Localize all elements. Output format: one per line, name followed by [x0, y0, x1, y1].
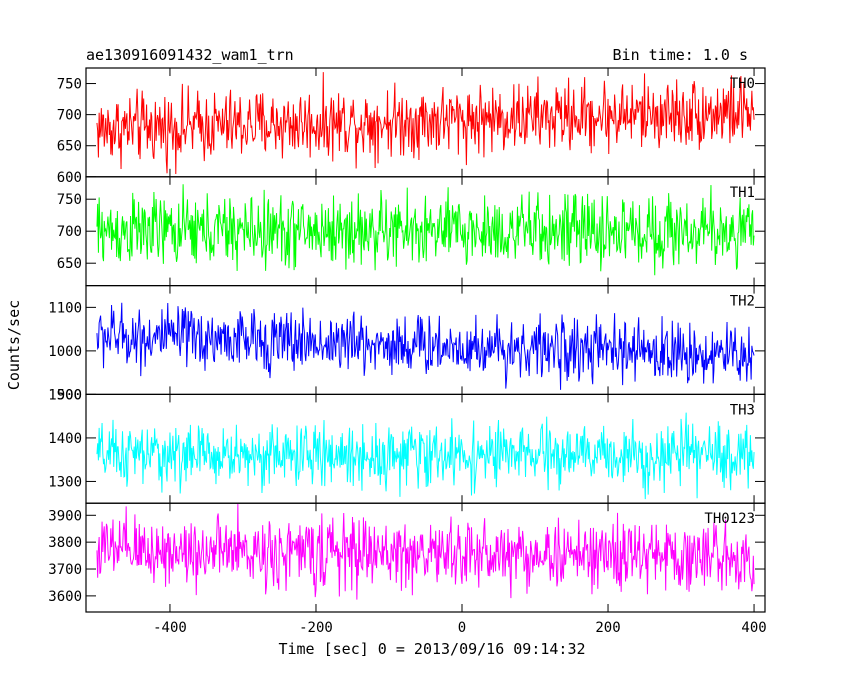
x-tick-label: 0: [458, 620, 466, 636]
y-tick-label: 1100: [48, 300, 82, 316]
y-tick-label: 750: [57, 192, 82, 208]
panel-th0: 600 650 700 750 TH0: [57, 67, 766, 186]
x-tick-label: 400: [741, 620, 766, 636]
x-tick-label: 200: [595, 620, 620, 636]
y-tick-label: 1500: [48, 387, 82, 403]
x-axis: -400 -200 0 200 400: [153, 620, 767, 636]
series-line-th0: [96, 72, 755, 174]
y-tick-label: 650: [57, 139, 82, 155]
y-tick-label: 750: [57, 77, 82, 93]
y-tick-label: 3800: [48, 535, 82, 551]
panel-frame: [85, 502, 766, 613]
panel-th3: 1300 1400 1500 TH3: [48, 387, 766, 504]
series-label-th0: TH0: [730, 76, 755, 92]
panel-th1: 650 700 750 TH1: [57, 176, 766, 287]
y-tick-label: 600: [57, 170, 82, 186]
series-label-th1: TH1: [730, 185, 755, 201]
bin-time-label: Bin time: 1.0 s: [613, 46, 748, 64]
panels-group: 600 650 700 750 TH0 650 700 750 TH1 900 1000 1100 TH…: [48, 67, 766, 613]
plot-title: ae130916091432_wam1_trn: [86, 46, 294, 64]
y-axis-label: Counts/sec: [5, 300, 23, 390]
x-axis-label: Time [sec] 0 = 2013/09/16 09:14:32: [278, 640, 585, 658]
y-tick-label: 3900: [48, 508, 82, 524]
y-tick-label: 1300: [48, 474, 82, 490]
y-tick-label: 3700: [48, 562, 82, 578]
panel-th2: 900 1000 1100 TH2: [48, 285, 766, 403]
series-line-th0123: [96, 503, 755, 600]
x-tick-label: -400: [153, 620, 187, 636]
series-label-th0123: TH0123: [704, 511, 755, 527]
series-label-th3: TH3: [730, 402, 755, 418]
y-tick-label: 650: [57, 256, 82, 272]
panel-th0123: 3600 3700 3800 3900 TH0123: [48, 502, 766, 613]
y-tick-label: 3600: [48, 589, 82, 605]
series-line-th1: [96, 184, 755, 276]
series-line-th2: [96, 302, 755, 390]
series-line-th3: [96, 412, 755, 500]
series-label-th2: TH2: [730, 294, 755, 310]
y-tick-label: 700: [57, 108, 82, 124]
y-tick-label: 1400: [48, 431, 82, 447]
x-tick-label: -200: [299, 620, 333, 636]
y-tick-label: 900: [57, 387, 82, 403]
y-tick-label: 1000: [48, 344, 82, 360]
y-tick-label: 700: [57, 224, 82, 240]
